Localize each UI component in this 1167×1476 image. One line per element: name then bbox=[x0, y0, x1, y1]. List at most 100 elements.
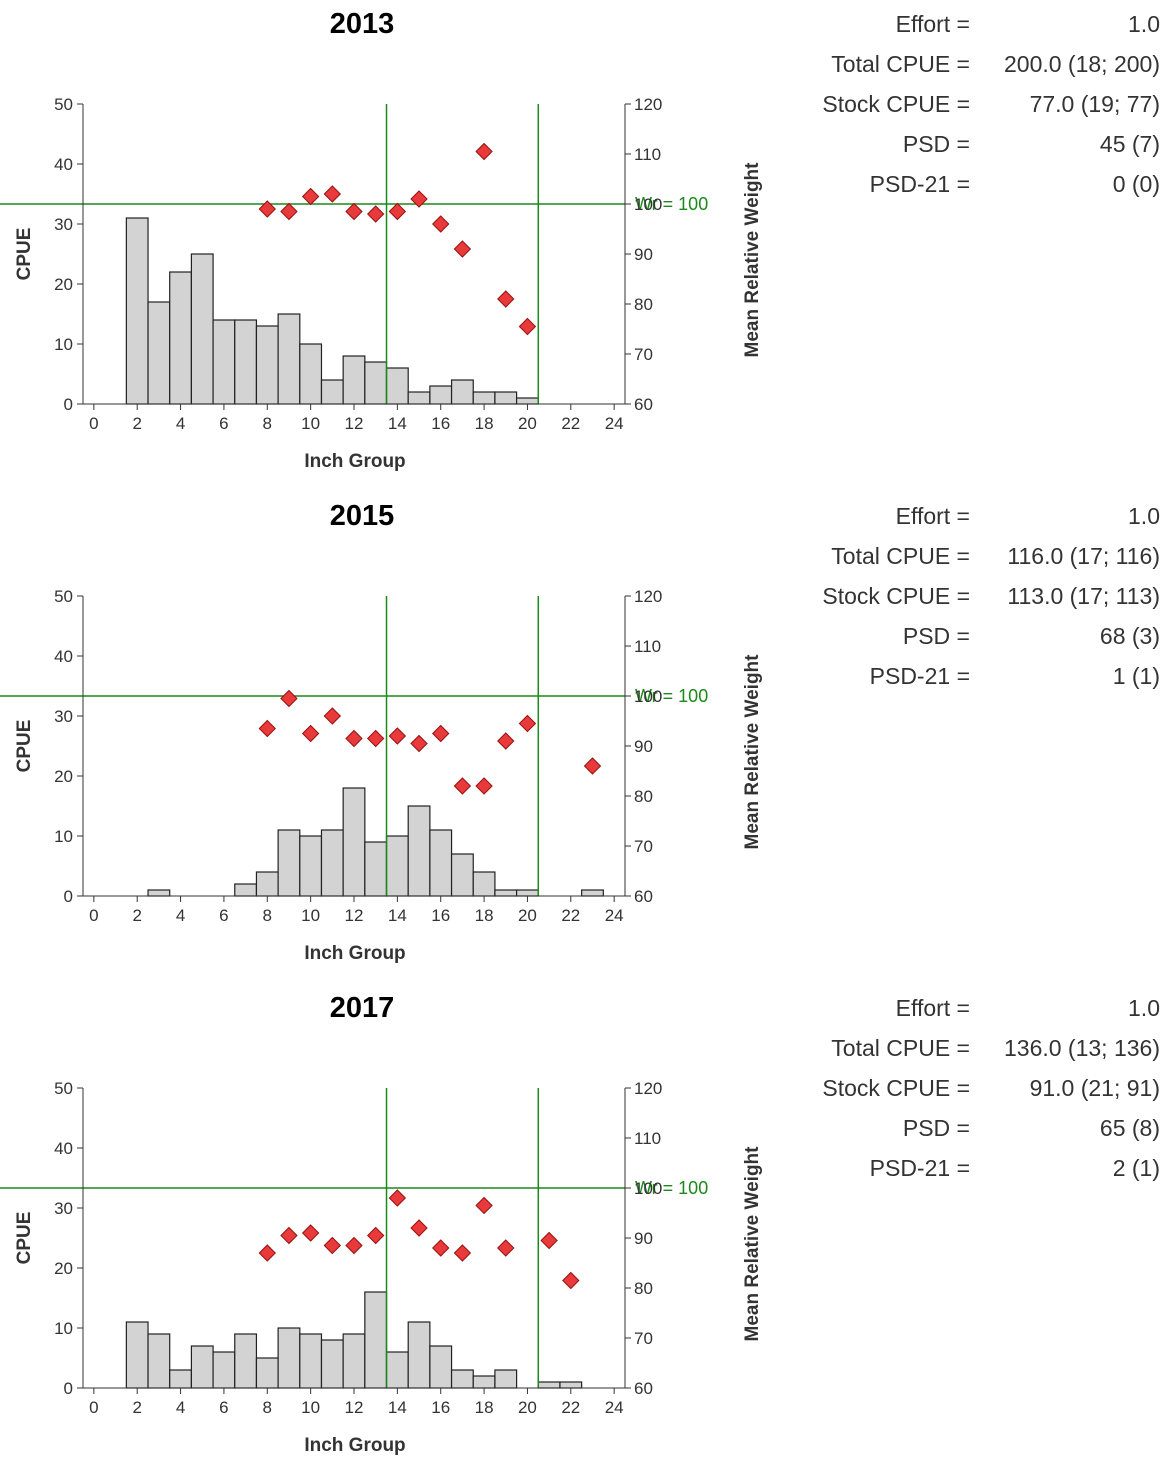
cpue-bar bbox=[515, 889, 539, 897]
wr-label: Wr = 100 bbox=[635, 686, 708, 706]
y-tick-label: 0 bbox=[64, 887, 73, 906]
y2-tick-label: 120 bbox=[634, 1079, 662, 1098]
x-axis-title: Inch Group bbox=[304, 943, 405, 964]
y2-tick-label: 100 bbox=[634, 1179, 662, 1198]
wr-marker bbox=[475, 777, 493, 795]
x-tick-label: 2 bbox=[132, 414, 141, 433]
y2-tick-label: 80 bbox=[634, 787, 653, 806]
cpue-bar bbox=[234, 883, 258, 897]
wr-marker bbox=[258, 1244, 276, 1262]
y-tick-label: 40 bbox=[54, 647, 73, 666]
x-tick-label: 24 bbox=[605, 1398, 624, 1417]
stat-label: Stock CPUE = bbox=[822, 583, 970, 609]
x-tick-label: 2 bbox=[132, 906, 141, 925]
wr-marker bbox=[301, 1224, 320, 1242]
wr-marker bbox=[410, 190, 428, 208]
x-tick-label: 14 bbox=[388, 906, 407, 925]
stat-value: 116.0 (17; 116) bbox=[1007, 543, 1160, 569]
x-tick-label: 14 bbox=[388, 414, 407, 433]
stat-row: PSD-21 = 2 (1) bbox=[760, 1148, 1160, 1188]
stat-value: 1.0 bbox=[1128, 995, 1160, 1021]
chart-title: 2015 bbox=[330, 500, 395, 532]
cpue-bar bbox=[559, 1381, 583, 1389]
stat-value: 77.0 (19; 77) bbox=[1029, 91, 1160, 117]
wr-marker bbox=[258, 719, 276, 738]
y-axis-title: CPUE bbox=[14, 720, 35, 773]
cpue-bar bbox=[255, 1357, 279, 1389]
y2-axis-title: Mean Relative Weight bbox=[742, 654, 763, 850]
wr-marker bbox=[518, 317, 537, 336]
y2-tick-label: 70 bbox=[634, 345, 653, 364]
y2-tick-label: 110 bbox=[634, 1129, 661, 1148]
cpue-bar bbox=[407, 391, 431, 405]
cpue-bar bbox=[255, 871, 279, 897]
cpue-bar bbox=[125, 1321, 149, 1389]
x-tick-label: 20 bbox=[518, 414, 537, 433]
cpue-bar bbox=[472, 871, 496, 897]
x-tick-label: 4 bbox=[176, 906, 185, 925]
y2-tick-label: 110 bbox=[634, 145, 661, 164]
wr-marker bbox=[518, 714, 537, 733]
wr-marker bbox=[432, 1239, 450, 1257]
y2-tick-label: 100 bbox=[634, 687, 662, 706]
stat-value: 68 (3) bbox=[1099, 623, 1160, 649]
y2-tick-label: 120 bbox=[634, 95, 662, 114]
x-tick-label: 8 bbox=[263, 414, 272, 433]
y-tick-label: 40 bbox=[54, 155, 73, 174]
x-tick-label: 16 bbox=[431, 1398, 450, 1417]
stat-label: PSD-21 = bbox=[869, 663, 970, 689]
stat-value: 2 (1) bbox=[1112, 1155, 1160, 1181]
stat-label: PSD = bbox=[902, 1115, 970, 1141]
x-axis-title: Inch Group bbox=[304, 1435, 405, 1456]
chart-title: 2017 bbox=[330, 992, 395, 1024]
x-tick-label: 12 bbox=[345, 1398, 364, 1417]
stat-label: Total CPUE = bbox=[831, 51, 970, 77]
wr-marker bbox=[497, 290, 515, 308]
stat-label: Total CPUE = bbox=[831, 1035, 970, 1061]
stat-value: 200.0 (18; 200) bbox=[1003, 51, 1160, 77]
stat-label: Effort = bbox=[895, 995, 970, 1021]
cpue-bar bbox=[364, 361, 388, 405]
stat-value: 113.0 (17; 113) bbox=[1007, 583, 1160, 609]
cpue-bar bbox=[342, 355, 366, 405]
wr-marker bbox=[366, 729, 385, 748]
stat-row: Total CPUE = 136.0 (13; 136) bbox=[760, 1028, 1160, 1068]
x-tick-label: 10 bbox=[301, 414, 320, 433]
cpue-bar bbox=[472, 1375, 496, 1389]
y2-tick-label: 60 bbox=[634, 395, 653, 414]
y-tick-label: 20 bbox=[54, 1259, 73, 1278]
stat-label: Total CPUE = bbox=[831, 543, 970, 569]
stat-label: Effort = bbox=[895, 503, 970, 529]
cpue-bar bbox=[277, 829, 301, 897]
stat-label: PSD-21 = bbox=[869, 171, 970, 197]
wr-marker bbox=[432, 724, 450, 743]
y-tick-label: 10 bbox=[54, 827, 73, 846]
stat-row: PSD-21 = 1 (1) bbox=[760, 656, 1160, 696]
wr-marker bbox=[453, 1244, 472, 1262]
stat-value: 0 (0) bbox=[1112, 171, 1160, 197]
cpue-bar bbox=[234, 1333, 258, 1389]
x-tick-label: 0 bbox=[89, 906, 98, 925]
cpue-bar bbox=[212, 319, 236, 405]
cpue-bar bbox=[147, 1333, 171, 1389]
wr-label: Wr = 100 bbox=[635, 194, 708, 214]
x-tick-label: 8 bbox=[263, 906, 272, 925]
x-tick-label: 2 bbox=[132, 1398, 141, 1417]
wr-marker bbox=[301, 724, 320, 743]
cpue-bar bbox=[169, 271, 193, 405]
y-tick-label: 30 bbox=[54, 1199, 73, 1218]
y-tick-label: 30 bbox=[54, 215, 73, 234]
cpue-bar bbox=[212, 1351, 236, 1389]
y2-tick-label: 90 bbox=[634, 1229, 653, 1248]
stat-row: PSD-21 = 0 (0) bbox=[760, 164, 1160, 204]
cpue-bar bbox=[147, 301, 171, 405]
stat-value: 45 (7) bbox=[1099, 131, 1160, 157]
y-tick-label: 50 bbox=[54, 587, 73, 606]
cpue-bar bbox=[277, 313, 301, 405]
y-tick-label: 0 bbox=[64, 395, 73, 414]
cpue-bar bbox=[169, 1369, 193, 1389]
x-tick-label: 18 bbox=[475, 1398, 494, 1417]
wr-marker bbox=[583, 757, 602, 775]
